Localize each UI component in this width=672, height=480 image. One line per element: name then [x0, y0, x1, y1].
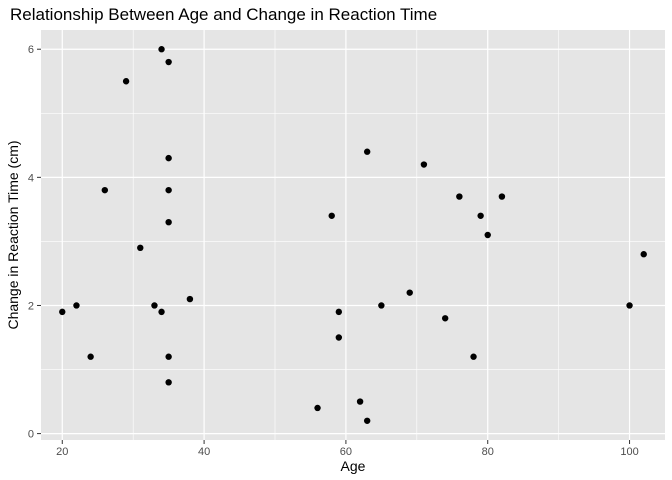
axis-ticks: [37, 48, 631, 444]
y-tick-label: 6: [28, 44, 34, 56]
data-point: [335, 308, 343, 316]
chart-title: Relationship Between Age and Change in R…: [10, 5, 437, 24]
data-point: [640, 251, 647, 258]
data-point: [335, 334, 343, 341]
x-tick-label: 40: [198, 446, 210, 458]
x-tick-label: 60: [340, 446, 352, 458]
y-tick-label: 2: [28, 300, 34, 312]
data-point: [87, 353, 94, 360]
data-point: [498, 193, 506, 200]
y-tick-label: 4: [28, 172, 34, 184]
x-axis-label: Age: [341, 458, 366, 474]
data-point: [378, 302, 385, 309]
data-point: [186, 295, 194, 303]
data-point: [165, 154, 172, 162]
data-point: [165, 58, 172, 66]
data-point: [314, 404, 321, 412]
tick-labels: 20 40 60 80 100 0 2 4 6: [28, 44, 639, 458]
data-point: [420, 161, 428, 168]
minor-gridlines: [41, 30, 665, 440]
data-point: [626, 302, 633, 309]
data-point: [158, 308, 165, 316]
x-tick-label: 100: [620, 446, 638, 458]
data-point: [363, 417, 371, 424]
data-point: [101, 186, 109, 194]
x-tick-label: 20: [56, 446, 68, 458]
data-point: [484, 231, 491, 239]
plot-panel: [41, 30, 665, 440]
data-point: [356, 398, 364, 405]
data-point: [470, 353, 477, 360]
data-point: [137, 244, 144, 252]
data-point: [165, 186, 172, 194]
y-tick-label: 0: [28, 429, 34, 441]
y-axis-label: Change in Reaction Time (cm): [5, 140, 21, 329]
data-point: [441, 315, 449, 322]
data-point: [328, 212, 335, 219]
data-point: [122, 78, 130, 85]
data-point: [165, 353, 172, 360]
data-point: [73, 302, 80, 309]
x-tick-label: 80: [482, 446, 494, 458]
data-point: [151, 302, 158, 309]
data-points: [59, 46, 647, 424]
data-point: [165, 218, 172, 226]
data-point: [59, 308, 66, 316]
data-point: [165, 379, 172, 386]
data-point: [456, 193, 463, 200]
data-point: [406, 289, 413, 296]
data-point: [158, 46, 165, 53]
data-point: [477, 212, 484, 219]
data-point: [363, 148, 371, 155]
